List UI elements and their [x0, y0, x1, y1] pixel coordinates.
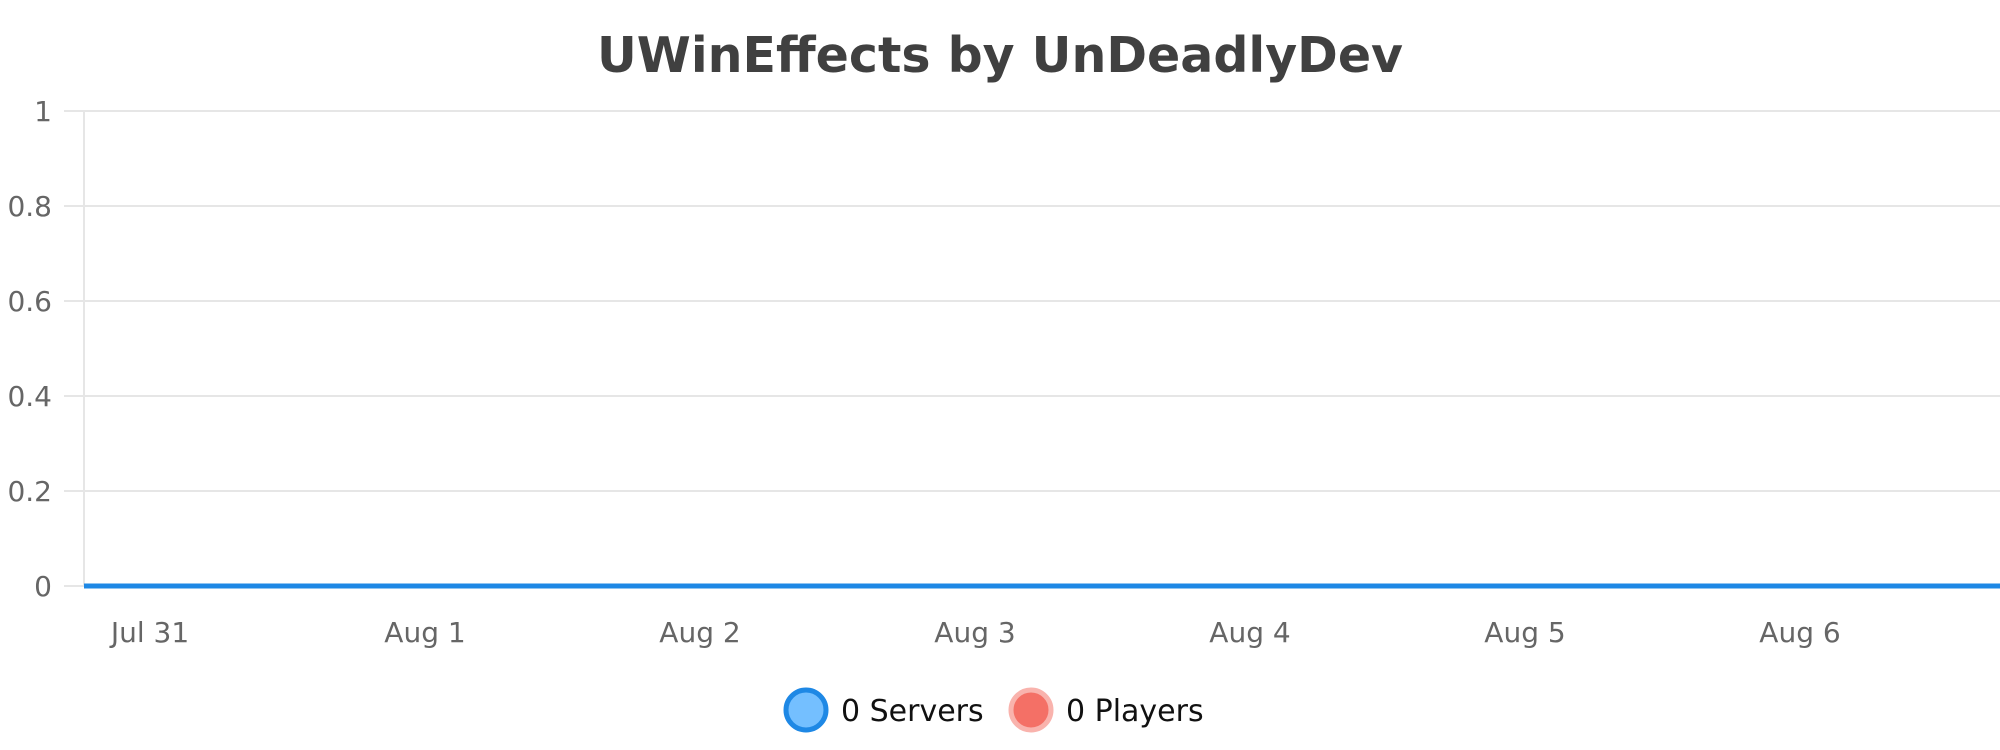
x-tick-label: Jul 31	[109, 616, 189, 649]
x-tick-label: Aug 5	[1484, 616, 1565, 649]
legend-marker-servers	[783, 687, 829, 733]
y-axis-ticks: 0 0.2 0.4 0.6 0.8 1	[7, 95, 84, 603]
y-tick-label: 0	[34, 570, 52, 603]
x-tick-label: Aug 6	[1759, 616, 1840, 649]
x-tick-label: Aug 2	[659, 616, 740, 649]
grid	[84, 110, 2000, 492]
legend-item-players[interactable]: 0 Players	[1008, 687, 1204, 733]
legend-label-players: 0 Players	[1066, 694, 1204, 729]
legend: 0 Servers 0 Players	[783, 687, 1204, 733]
y-tick-label: 0.8	[7, 190, 52, 223]
y-tick-label: 0.2	[7, 475, 52, 508]
legend-label-servers: 0 Servers	[841, 694, 984, 729]
x-tick-label: Aug 3	[934, 616, 1015, 649]
x-axis-ticks: Jul 31 Aug 1 Aug 2 Aug 3 Aug 4 Aug 5 Aug 6	[109, 616, 1841, 649]
y-tick-label: 0.4	[7, 380, 52, 413]
y-tick-label: 1	[34, 95, 52, 128]
legend-item-servers[interactable]: 0 Servers	[783, 687, 984, 733]
chart-title: UWinEffects by UnDeadlyDev	[597, 27, 1403, 84]
x-tick-label: Aug 1	[384, 616, 465, 649]
y-tick-label: 0.6	[7, 285, 52, 318]
x-tick-label: Aug 4	[1209, 616, 1290, 649]
legend-marker-players	[1008, 687, 1054, 733]
